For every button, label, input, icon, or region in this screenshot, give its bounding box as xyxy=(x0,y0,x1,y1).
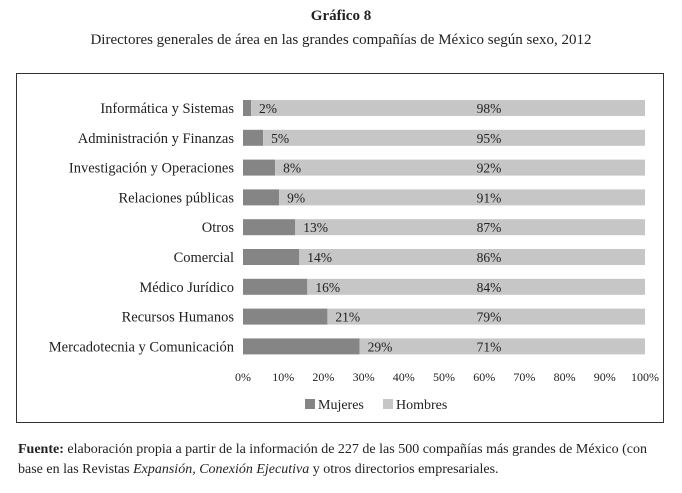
source-text-2: y otros directorios empresariales. xyxy=(309,462,499,477)
x-tick-label: 90% xyxy=(594,370,616,384)
data-label-hombres: 86% xyxy=(477,250,502,265)
category-label: Otros xyxy=(202,220,235,236)
data-label-mujeres: 21% xyxy=(335,310,360,325)
category-label: Mercadotecnia y Comunicación xyxy=(49,339,235,355)
bar-hombres xyxy=(263,129,645,146)
bar-hombres xyxy=(295,219,645,236)
category-label: Administración y Finanzas xyxy=(78,131,235,147)
bar-hombres xyxy=(359,338,645,355)
data-label-mujeres: 8% xyxy=(283,161,301,176)
legend-label-hombres: Hombres xyxy=(396,398,447,413)
legend-swatch-hombres xyxy=(383,399,393,409)
bar-hombres xyxy=(307,278,645,295)
chart-subtitle: Directores generales de área en las gran… xyxy=(90,32,592,48)
x-tick-label: 80% xyxy=(554,370,576,384)
data-label-hombres: 71% xyxy=(477,339,502,354)
bar-mujeres xyxy=(243,129,264,146)
bar-mujeres xyxy=(243,219,296,236)
source-label: Fuente: xyxy=(18,442,64,457)
bar-hombres xyxy=(279,189,645,206)
bar-mujeres xyxy=(243,338,360,355)
bar-hombres xyxy=(251,100,646,116)
category-label: Comercial xyxy=(174,250,234,266)
bar-hombres xyxy=(327,308,645,325)
category-label: Informática y Sistemas xyxy=(100,101,234,117)
data-label-mujeres: 14% xyxy=(307,250,332,265)
bar-mujeres xyxy=(243,249,300,265)
legend-swatch-mujeres xyxy=(305,399,315,409)
x-tick-label: 20% xyxy=(312,370,334,384)
data-label-hombres: 87% xyxy=(477,220,502,235)
bar-mujeres xyxy=(243,189,280,206)
data-label-hombres: 95% xyxy=(477,131,502,146)
data-label-mujeres: 9% xyxy=(287,190,305,205)
category-label: Recursos Humanos xyxy=(122,310,235,326)
bar-hombres xyxy=(275,159,645,176)
data-label-mujeres: 13% xyxy=(303,220,328,235)
data-label-hombres: 79% xyxy=(477,310,502,325)
data-label-hombres: 84% xyxy=(477,280,502,295)
bar-mujeres xyxy=(243,308,328,325)
data-label-mujeres: 2% xyxy=(259,101,277,116)
chart-frame xyxy=(16,73,664,423)
data-label-mujeres: 16% xyxy=(315,280,340,295)
bar-mujeres xyxy=(243,278,308,295)
x-tick-label: 50% xyxy=(433,370,455,384)
x-tick-label: 60% xyxy=(473,370,495,384)
x-tick-label: 40% xyxy=(393,370,415,384)
bar-mujeres xyxy=(243,100,252,116)
chart-title: Gráfico 8 xyxy=(310,8,372,24)
data-label-hombres: 91% xyxy=(477,190,502,205)
x-tick-label: 0% xyxy=(235,370,251,384)
data-label-mujeres: 5% xyxy=(271,131,289,146)
x-tick-label: 100% xyxy=(631,370,659,384)
source-italic: Expansión, Conexión Ejecutiva xyxy=(133,462,310,477)
data-label-hombres: 92% xyxy=(477,161,502,176)
source-note: Fuente: elaboración propia a partir de l… xyxy=(18,440,668,480)
bar-mujeres xyxy=(243,159,276,176)
category-label: Médico Jurídico xyxy=(139,280,234,296)
category-label: Relaciones públicas xyxy=(118,190,234,206)
data-label-hombres: 98% xyxy=(477,101,502,116)
data-label-mujeres: 29% xyxy=(368,339,393,354)
x-tick-label: 30% xyxy=(353,370,375,384)
legend-label-mujeres: Mujeres xyxy=(318,398,364,413)
source-text-1: elaboración propia a partir de la inform… xyxy=(18,442,648,477)
x-tick-label: 70% xyxy=(513,370,535,384)
category-label: Investigación y Operaciones xyxy=(69,161,234,177)
x-tick-label: 10% xyxy=(272,370,294,384)
bar-hombres xyxy=(299,249,645,265)
